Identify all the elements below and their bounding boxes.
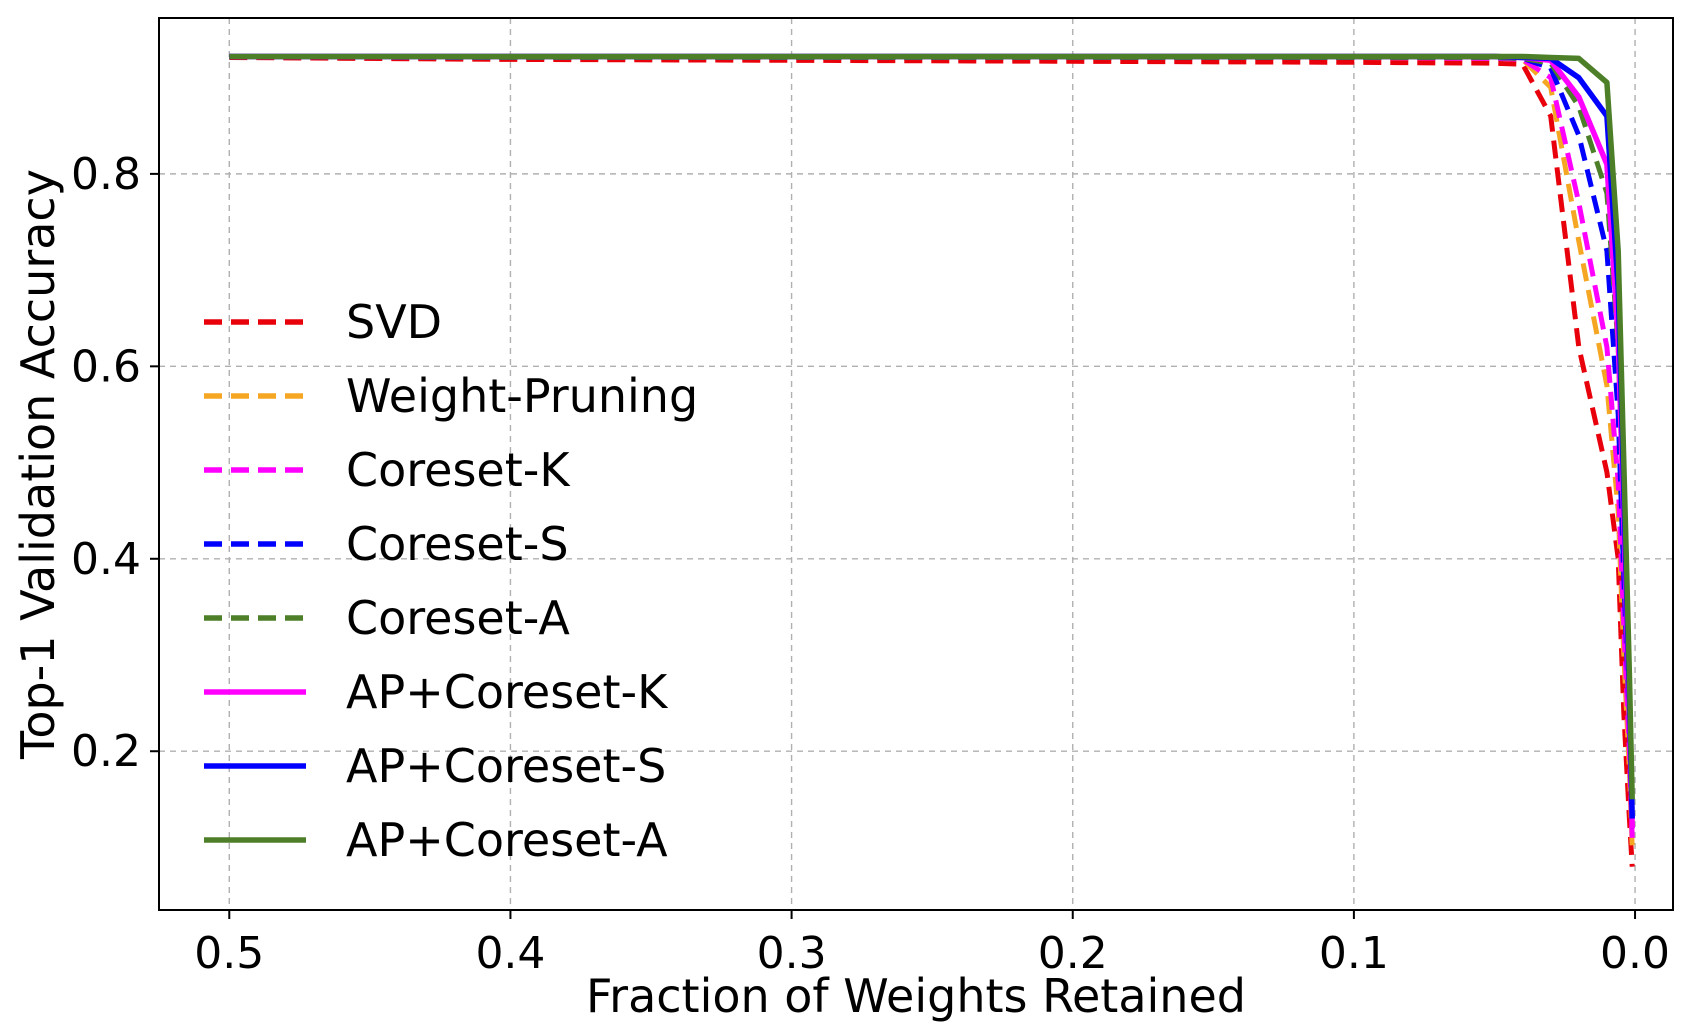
legend-label: Coreset-S — [346, 517, 569, 571]
y-tick-label: 0.8 — [71, 149, 141, 200]
series-line-ap-coreset-a — [229, 53, 1635, 800]
legend-item: AP+Coreset-S — [204, 739, 666, 793]
legend-label: Weight-Pruning — [346, 369, 698, 423]
legend-label: AP+Coreset-A — [346, 813, 668, 867]
x-tick-label: 0.4 — [475, 928, 545, 979]
series-line-svd — [229, 55, 1635, 867]
legend-label: Coreset-K — [346, 443, 571, 497]
x-tick-label: 0.2 — [1038, 928, 1108, 979]
legend-item: AP+Coreset-A — [204, 813, 668, 867]
x-tick-label: 0.5 — [194, 928, 264, 979]
y-tick-label: 0.6 — [71, 341, 141, 392]
x-tick-label: 0.0 — [1600, 928, 1670, 979]
x-tick-label: 0.3 — [757, 928, 827, 979]
legend-item: Coreset-K — [204, 443, 571, 497]
plot-area-frame — [158, 17, 1674, 911]
legend-label: AP+Coreset-K — [346, 665, 669, 719]
legend-item: Coreset-A — [204, 591, 570, 645]
series-lines — [229, 53, 1635, 867]
y-axis-label: Top-1 Validation Accuracy — [11, 169, 65, 760]
x-tick-label: 0.1 — [1319, 928, 1389, 979]
legend-item: Coreset-S — [204, 517, 569, 571]
legend-label: Coreset-A — [346, 591, 570, 645]
y-tick-label: 0.4 — [71, 534, 141, 585]
legend-label: AP+Coreset-S — [346, 739, 666, 793]
legend-item: Weight-Pruning — [204, 369, 698, 423]
x-axis-label: Fraction of Weights Retained — [586, 969, 1246, 1023]
legend-label: SVD — [346, 295, 442, 349]
legend: SVD Weight-Pruning Coreset-K Coreset-S Cores… — [204, 295, 698, 867]
y-tick-label: 0.2 — [71, 726, 141, 777]
gridlines — [159, 18, 1673, 910]
legend-item: SVD — [204, 295, 442, 349]
axis-ticks: 0.5 0.4 0.3 0.2 0.1 0.0 0.2 0.4 0.6 0.8 — [71, 149, 1670, 979]
legend-item: AP+Coreset-K — [204, 665, 669, 719]
